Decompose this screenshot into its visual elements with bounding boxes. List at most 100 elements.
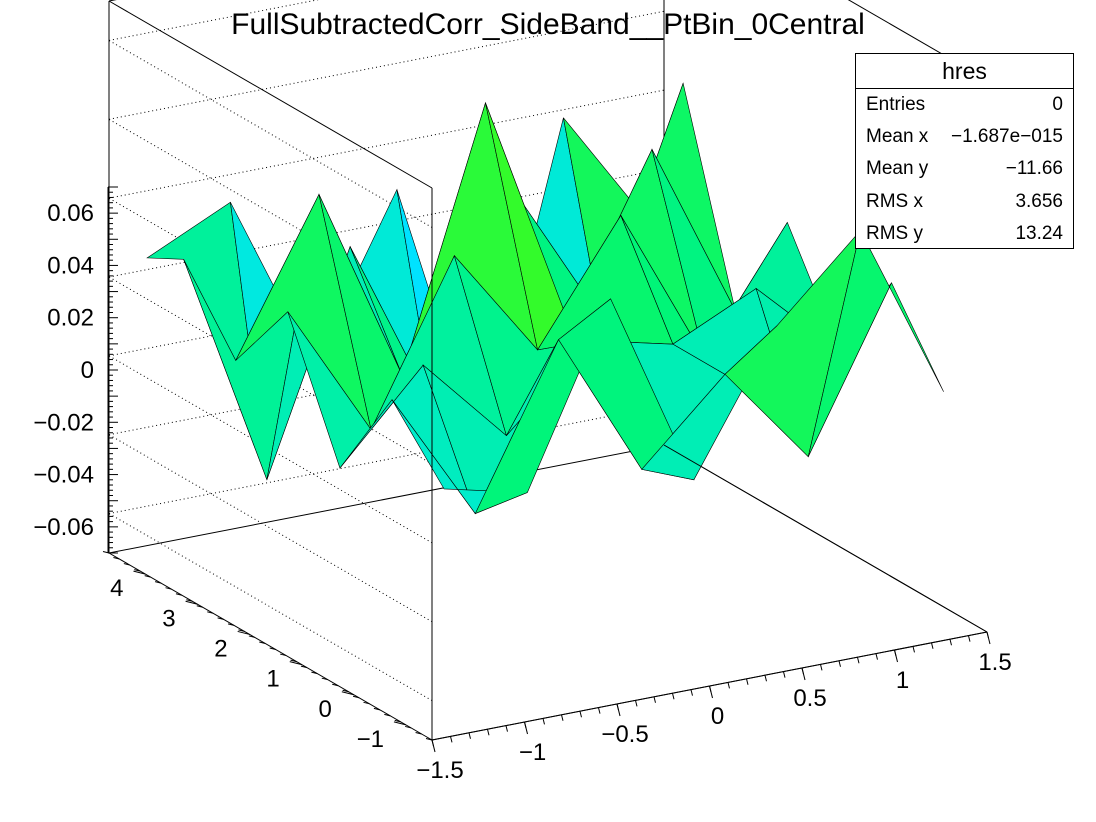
- surface-mesh: [146, 82, 944, 515]
- y-tick: [185, 600, 198, 605]
- chart-title: FullSubtractedCorr_SideBand__PtBin_0Cent…: [231, 8, 865, 41]
- z-gridline: [108, 10, 665, 120]
- x-minor-tick: [450, 736, 453, 743]
- stats-value: 3.656: [1015, 190, 1063, 212]
- x-minor-tick: [505, 725, 508, 732]
- stats-label: RMS x: [866, 190, 923, 212]
- x-minor-tick: [875, 653, 878, 660]
- y-minor-tick: [175, 593, 183, 596]
- y-minor-tick: [415, 731, 422, 735]
- frame-edge: [847, 0, 988, 81]
- frame-edge: [108, 444, 665, 554]
- y-minor-tick: [363, 701, 370, 705]
- y-tick: [393, 721, 407, 726]
- x-minor-tick: [857, 657, 860, 664]
- x-minor-tick: [616, 703, 619, 711]
- x-minor-tick: [672, 693, 675, 700]
- y-minor-tick: [384, 713, 391, 717]
- y-minor-tick: [342, 689, 349, 693]
- x-minor-tick: [820, 664, 823, 671]
- frame-edge: [663, 444, 988, 633]
- x-minor-tick: [968, 635, 971, 642]
- x-minor-tick: [579, 711, 582, 718]
- y-minor-tick: [154, 581, 162, 584]
- frame-edge: [108, 552, 433, 741]
- stats-value: −1.687e−015: [950, 126, 1063, 148]
- y-minor-tick: [405, 725, 412, 729]
- x-minor-tick: [635, 700, 638, 707]
- x-tick-label: 1.5: [978, 649, 1011, 676]
- x-minor-tick: [764, 675, 767, 682]
- x-minor-tick: [487, 729, 490, 736]
- frame-edge: [108, 0, 117, 2]
- y-minor-tick: [227, 623, 235, 626]
- stats-title: hres: [856, 54, 1073, 89]
- x-minor-tick: [524, 721, 527, 729]
- axis-ticks: [102, 186, 991, 753]
- y-minor-tick: [248, 635, 255, 638]
- y-minor-tick: [311, 671, 318, 675]
- x-tick-label: 0.5: [793, 685, 826, 712]
- y-minor-tick: [321, 677, 328, 681]
- stats-row-mean-y: Mean y −11.66: [856, 153, 1073, 185]
- stats-value: −11.66: [1005, 158, 1063, 180]
- z-tick-label: 0.02: [47, 305, 94, 332]
- y-tick: [133, 570, 146, 575]
- y-minor-tick: [196, 605, 203, 608]
- y-tick-label: 0: [318, 696, 331, 723]
- z-tick-label: −0.02: [33, 409, 94, 436]
- x-minor-tick: [931, 642, 934, 649]
- x-minor-tick: [746, 678, 749, 685]
- x-minor-tick: [727, 682, 730, 689]
- z-gridline: [108, 0, 320, 41]
- stats-label: Entries: [866, 94, 926, 115]
- z-tick-label: −0.04: [33, 462, 94, 489]
- axis-tick-labels: 0.06 0.04 0.02 0 −0.02 −0.04 −0.06 −1.5 −1 −0.5 0 0…: [33, 200, 1011, 784]
- y-minor-tick: [269, 647, 276, 651]
- y-tick-label: 2: [214, 635, 227, 662]
- x-minor-tick: [709, 685, 712, 693]
- y-minor-tick: [134, 569, 141, 572]
- x-tick-label: 0: [711, 703, 724, 730]
- y-tick-label: 1: [266, 666, 279, 693]
- y-minor-tick: [352, 695, 360, 699]
- stats-row-entries: Entries 0: [856, 89, 1073, 121]
- stats-label: RMS y: [866, 222, 923, 244]
- y-minor-tick: [394, 719, 401, 723]
- stats-row-mean-x: Mean x −1.687e−015: [856, 121, 1073, 153]
- y-minor-tick: [332, 683, 339, 687]
- stats-value: 0: [1052, 94, 1063, 115]
- stats-row-rms-x: RMS x 3.656: [856, 186, 1073, 218]
- y-minor-tick: [217, 617, 224, 620]
- y-tick-label: 3: [162, 605, 175, 632]
- z-tick-label: −0.06: [33, 514, 94, 541]
- x-tick-label: −1: [519, 739, 546, 766]
- x-minor-tick: [801, 667, 804, 675]
- z-gridline: [108, 39, 433, 228]
- stats-value: 13.24: [1015, 222, 1063, 244]
- y-minor-tick: [186, 599, 193, 602]
- x-minor-tick: [838, 660, 841, 667]
- y-minor-tick: [425, 738, 433, 741]
- surface-cell: [807, 229, 944, 457]
- x-minor-tick: [690, 689, 693, 696]
- x-minor-tick: [468, 732, 471, 739]
- stats-row-rms-y: RMS y 13.24: [856, 218, 1073, 250]
- y-minor-tick: [280, 653, 287, 657]
- y-tick-label: −1: [357, 726, 384, 753]
- x-minor-tick: [986, 631, 989, 639]
- x-tick-label: −0.5: [601, 721, 648, 748]
- x-minor-tick: [431, 739, 434, 747]
- frame-edge: [108, 0, 433, 189]
- x-minor-tick: [912, 646, 915, 653]
- stats-box: hres Entries 0 Mean x −1.687e−015 Mean y…: [855, 53, 1074, 249]
- y-minor-tick: [300, 665, 308, 669]
- y-minor-tick: [259, 641, 266, 644]
- x-tick-label: 1: [896, 667, 909, 694]
- y-minor-tick: [113, 557, 120, 560]
- y-minor-tick: [290, 659, 297, 663]
- y-minor-tick: [238, 629, 245, 632]
- x-minor-tick: [894, 649, 897, 657]
- x-tick-label: −1.5: [416, 757, 463, 784]
